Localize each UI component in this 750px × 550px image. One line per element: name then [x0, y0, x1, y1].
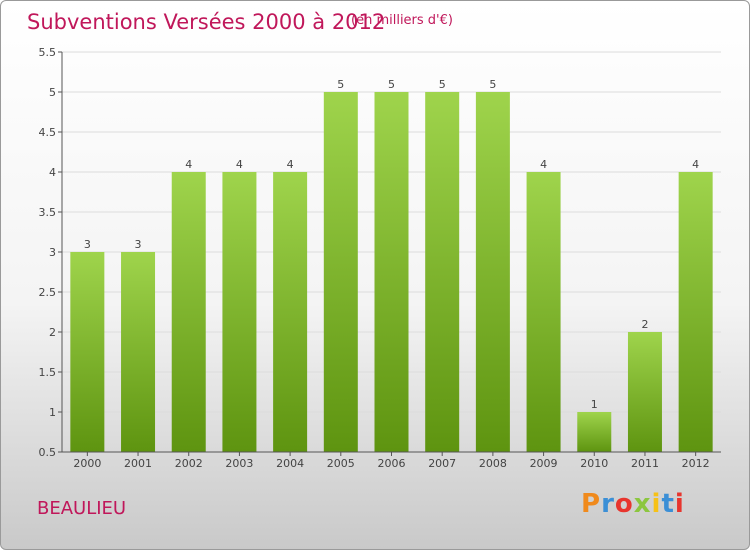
x-tick-label: 2000 — [73, 457, 101, 470]
bar-2011 — [627, 332, 662, 452]
proxiti-logo[interactable]: Proxiti — [581, 489, 685, 519]
x-tick-label: 2001 — [124, 457, 152, 470]
bar-2004 — [273, 172, 308, 452]
bar-value-label: 4 — [287, 158, 294, 171]
y-tick-label: 5 — [49, 86, 56, 99]
chart-unit-subtitle: (en milliers d'€) — [351, 13, 453, 28]
y-tick-label: 2 — [49, 326, 56, 339]
bar-value-label: 4 — [540, 158, 547, 171]
bar-value-label: 4 — [236, 158, 243, 171]
bar-value-label: 1 — [591, 398, 598, 411]
y-tick-label: 2.5 — [39, 286, 57, 299]
bar-value-label: 5 — [337, 78, 344, 91]
y-tick-label: 5.5 — [39, 46, 57, 59]
bars: 3 3 4 4 4 5 5 5 5 4 1 2 4 — [70, 78, 713, 452]
bar-2003 — [222, 172, 257, 452]
bar-value-label: 5 — [439, 78, 446, 91]
brand-letter: i — [674, 489, 685, 519]
bar-2006 — [374, 92, 409, 452]
bar-value-label: 3 — [135, 238, 142, 251]
bar-2007 — [425, 92, 460, 452]
x-tick-label: 2007 — [428, 457, 456, 470]
bar-2009 — [526, 172, 561, 452]
x-tick-label: 2005 — [327, 457, 355, 470]
bar-2001 — [121, 252, 156, 452]
brand-letter: r — [601, 489, 615, 519]
bar-2000 — [70, 252, 105, 452]
y-tick-label: 3.5 — [39, 206, 57, 219]
y-tick-label: 1 — [49, 406, 56, 419]
x-tick-label: 2004 — [276, 457, 304, 470]
bar-2010 — [577, 412, 612, 452]
x-tick-label: 2008 — [479, 457, 507, 470]
y-tick-label: 4.5 — [39, 126, 57, 139]
x-tick-label: 2012 — [682, 457, 710, 470]
x-tick-label: 2011 — [631, 457, 659, 470]
x-tick-label: 2009 — [530, 457, 558, 470]
bar-2002 — [171, 172, 206, 452]
brand-letter: o — [614, 489, 634, 519]
brand-letter: P — [581, 489, 602, 519]
bar-value-label: 3 — [84, 238, 91, 251]
bar-2005 — [323, 92, 358, 452]
y-tick-label: 0.5 — [39, 446, 57, 459]
bar-value-label: 4 — [185, 158, 192, 171]
x-tick-label: 2010 — [580, 457, 608, 470]
axes: 0.5 1 1.5 2 2.5 3 3.5 4 4.5 5 5.5 2000 2001 2002 2003 2… — [39, 46, 721, 470]
bar-value-label: 5 — [489, 78, 496, 91]
bar-value-label: 5 — [388, 78, 395, 91]
y-tick-label: 3 — [49, 246, 56, 259]
chart-title: Subventions Versées 2000 à 2012 — [27, 10, 386, 34]
bar-2012 — [678, 172, 713, 452]
bar-2008 — [475, 92, 510, 452]
x-tick-label: 2002 — [175, 457, 203, 470]
brand-letter: x — [633, 489, 652, 519]
commune-name: BEAULIEU — [37, 498, 127, 519]
y-tick-label: 4 — [49, 166, 56, 179]
bar-value-label: 2 — [641, 318, 648, 331]
x-tick-label: 2003 — [225, 457, 253, 470]
brand-letter: i — [651, 489, 662, 519]
x-tick-label: 2006 — [378, 457, 406, 470]
bar-value-label: 4 — [692, 158, 699, 171]
brand-letter: t — [661, 489, 675, 519]
y-tick-label: 1.5 — [39, 366, 57, 379]
